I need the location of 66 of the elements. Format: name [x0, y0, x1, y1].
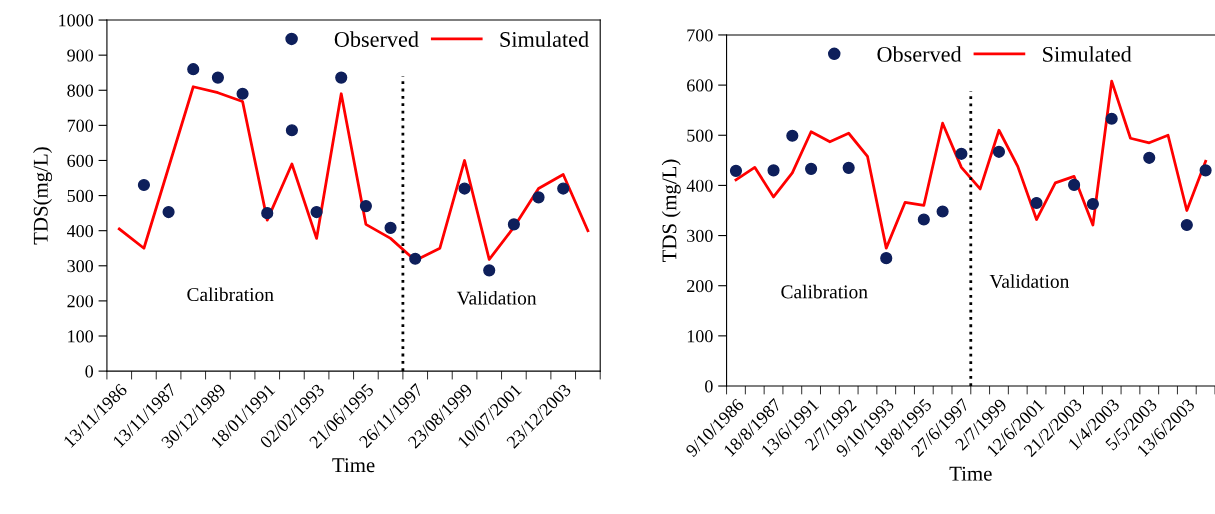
y-tick-label: 500	[687, 129, 713, 142]
annotation: Validation	[989, 274, 1070, 289]
y-tick-label: 700	[67, 119, 94, 132]
point	[236, 87, 249, 100]
legend-label: Observed	[877, 46, 962, 62]
point	[1143, 151, 1156, 164]
y-tick-label: 700	[687, 29, 713, 42]
point	[992, 145, 1006, 158]
point	[557, 182, 570, 195]
point	[1086, 197, 1099, 211]
y-tick-label: 100	[687, 330, 713, 343]
y-tick-label: 300	[687, 229, 713, 242]
y-tick-label: 900	[67, 49, 94, 62]
point	[1068, 178, 1081, 191]
legend-label: Simulated	[500, 31, 589, 47]
line-series	[734, 79, 1207, 250]
y-tick-label: 100	[68, 330, 94, 343]
point	[1180, 218, 1193, 232]
point	[310, 206, 323, 219]
point	[162, 206, 175, 219]
y-tick-label: 500	[67, 189, 94, 203]
x-axis-title: Time	[332, 458, 375, 473]
annotation: Validation	[456, 290, 537, 305]
point	[955, 147, 968, 160]
y-tick-label: 600	[67, 154, 94, 167]
point	[1030, 196, 1043, 210]
legend-label: Observed	[334, 31, 419, 47]
point	[483, 264, 496, 277]
y-tick-label: 1000	[59, 14, 94, 27]
point	[842, 161, 855, 174]
point	[805, 162, 818, 175]
legend-label: Simulated	[1043, 46, 1132, 62]
point	[917, 213, 930, 226]
point	[880, 252, 893, 265]
y-tick-label: 200	[687, 279, 713, 293]
point	[1105, 112, 1118, 125]
point	[335, 71, 348, 84]
point	[936, 205, 949, 218]
annotation: Calibration	[187, 287, 274, 302]
y-tick-label: 600	[687, 79, 713, 92]
point	[384, 221, 397, 234]
y-tick-label: 200	[67, 295, 94, 308]
point	[1199, 164, 1212, 177]
y-tick-label: 0	[85, 365, 94, 378]
point	[729, 164, 743, 177]
point	[507, 218, 520, 231]
point	[458, 182, 471, 195]
point	[409, 252, 422, 265]
point	[359, 200, 372, 213]
y-tick-label: 400	[686, 179, 713, 192]
point	[261, 207, 274, 220]
point	[767, 164, 780, 177]
point	[137, 178, 150, 192]
y-tick-label: 300	[67, 260, 94, 273]
point	[211, 71, 224, 84]
y-tick-label: 0	[705, 380, 713, 393]
y-tick-label: 400	[66, 224, 94, 238]
x-axis-title: Time	[949, 466, 992, 481]
point	[532, 191, 545, 204]
point	[187, 63, 200, 76]
annotation: Calibration	[781, 284, 868, 299]
y-axis-title: TDS(mg/L)	[33, 147, 53, 245]
y-tick-label: 800	[67, 84, 94, 97]
point	[786, 129, 799, 142]
y-axis-title: TDS (mg/L)	[661, 159, 681, 262]
point	[285, 124, 298, 137]
